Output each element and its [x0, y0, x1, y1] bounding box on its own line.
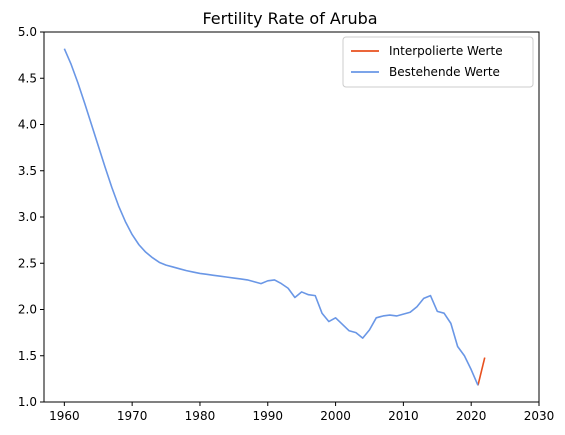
y-tick-label: 2.0: [18, 303, 37, 317]
y-tick-label: 1.5: [18, 349, 37, 363]
y-tick-label: 5.0: [18, 25, 37, 39]
series-line-existing: [63, 48, 479, 386]
x-tick-label: 1960: [49, 409, 80, 423]
chart-title: Fertility Rate of Aruba: [202, 9, 377, 28]
series-line-interpolated: [477, 357, 486, 386]
x-tick-label: 1990: [252, 409, 283, 423]
legend-label: Interpolierte Werte: [389, 44, 503, 58]
x-tick-label: 2020: [456, 409, 487, 423]
x-tick-label: 1980: [185, 409, 216, 423]
y-tick-label: 3.0: [18, 210, 37, 224]
y-tick-label: 1.0: [18, 395, 37, 409]
legend-box: [342, 36, 534, 88]
legend-label: Bestehende Werte: [389, 65, 500, 79]
y-tick-label: 2.5: [18, 256, 37, 270]
x-tick-label: 2000: [320, 409, 351, 423]
x-tick-label: 2010: [388, 409, 419, 423]
y-tick-label: 4.5: [18, 71, 37, 85]
series-layer: [63, 48, 486, 386]
y-tick-label: 3.5: [18, 164, 37, 178]
y-tick-label: 4.0: [18, 118, 37, 132]
legend: Interpolierte Werte Bestehende Werte: [342, 36, 534, 88]
x-tick-label: 1970: [117, 409, 148, 423]
x-tick-label: 2030: [524, 409, 555, 423]
x-axis: 1960 1970 1980 1990 2000 2010 2020 2030: [49, 402, 554, 423]
y-axis: 1.0 1.5 2.0 2.5 3.0 3.5 4.0 4.5 5.0: [18, 25, 44, 409]
